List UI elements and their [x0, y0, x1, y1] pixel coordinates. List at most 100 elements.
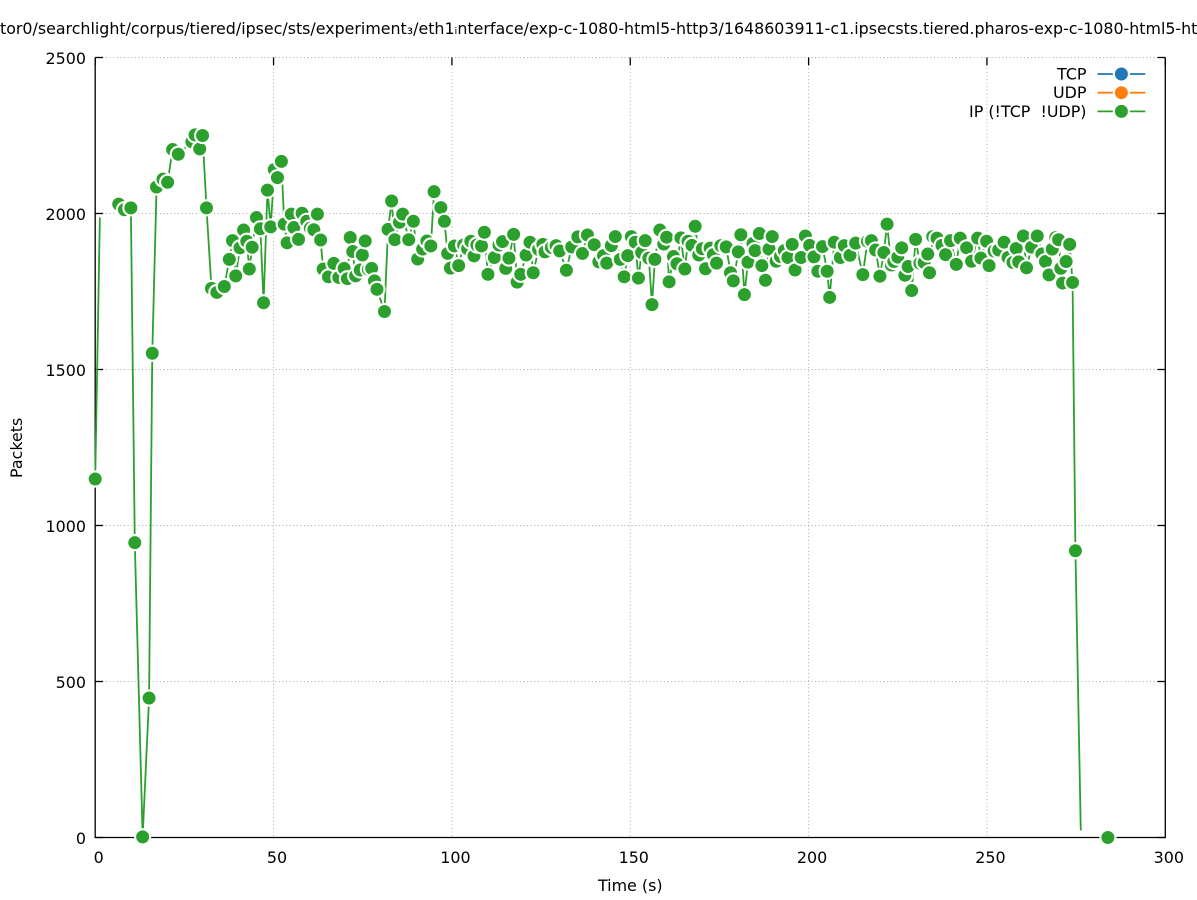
series-marker	[1061, 235, 1079, 253]
series-marker	[893, 239, 911, 257]
series-marker	[472, 237, 491, 255]
series-marker	[746, 242, 764, 260]
series-marker	[947, 255, 965, 273]
series-marker	[686, 217, 704, 235]
series-marker	[763, 227, 781, 246]
series-marker	[919, 245, 937, 263]
series-marker	[475, 223, 493, 241]
series-marker	[1057, 252, 1075, 271]
series-marker	[126, 534, 144, 552]
series-marker	[159, 173, 177, 191]
x-tick-label: 250	[975, 848, 1005, 867]
series-marker	[353, 246, 371, 264]
series-marker	[122, 199, 140, 217]
series-marker	[227, 267, 245, 285]
series-marker	[197, 199, 216, 217]
legend-label: UDP	[1053, 83, 1087, 102]
series-marker	[383, 192, 401, 210]
x-tick-label: 150	[619, 848, 649, 867]
series-marker	[435, 212, 454, 230]
series-marker	[368, 280, 386, 298]
series-marker	[258, 181, 277, 199]
series-marker	[308, 205, 327, 223]
y-tick-label: 2500	[46, 49, 86, 68]
x-tick-label: 300	[1154, 848, 1184, 867]
series-marker	[1099, 828, 1117, 847]
series-marker	[729, 243, 747, 261]
series-marker	[272, 152, 291, 170]
legend-marker-sample	[1112, 65, 1130, 83]
plot-border	[94, 57, 1166, 839]
series-marker	[878, 215, 896, 233]
series-marker	[1066, 542, 1085, 560]
series-marker	[907, 230, 925, 248]
y-tick-label: 1000	[46, 517, 86, 536]
series-marker	[658, 228, 676, 246]
series-marker	[425, 183, 443, 201]
series-marker	[629, 269, 648, 287]
series-marker	[86, 470, 104, 488]
series-marker	[240, 260, 258, 278]
series-marker	[783, 235, 801, 253]
series-marker	[818, 262, 836, 280]
series-marker	[903, 281, 921, 300]
series-marker	[557, 261, 576, 279]
series-marker	[660, 273, 678, 291]
x-tick-label: 100	[440, 848, 470, 867]
series-marker	[450, 257, 468, 275]
series-marker	[573, 244, 592, 263]
series-marker	[140, 689, 158, 707]
series-marker	[1028, 227, 1046, 245]
series-marker	[636, 232, 654, 250]
series-marker	[386, 231, 404, 249]
legend-label: IP (!TCP !UDP)	[969, 102, 1086, 121]
series-marker	[500, 249, 518, 267]
series-marker	[724, 272, 742, 290]
series-marker	[479, 265, 497, 283]
series-marker	[505, 225, 523, 243]
series-marker	[646, 250, 664, 268]
series-marker	[268, 169, 287, 187]
series-marker	[821, 288, 839, 307]
series-marker	[980, 257, 998, 275]
x-tick-label: 200	[797, 848, 827, 867]
series-marker	[606, 227, 624, 246]
chart-title: tor0/searchlight/corpus/tiered/ipsec/sts…	[0, 19, 1197, 39]
series-marker	[524, 264, 542, 282]
x-axis-label-text: Time (s)	[597, 876, 663, 895]
legend-marker-sample	[1112, 102, 1130, 120]
y-tick-label: 0	[76, 829, 86, 848]
y-tick-label: 1500	[46, 361, 86, 380]
series-marker	[400, 231, 418, 249]
series-marker	[289, 230, 308, 248]
series-marker	[753, 257, 771, 275]
series-marker	[1017, 259, 1036, 277]
legend-label: TCP	[1056, 65, 1087, 84]
x-tick-label: 50	[267, 848, 287, 867]
series-marker	[707, 254, 726, 272]
series-marker	[262, 218, 280, 236]
series-marker	[341, 228, 359, 247]
series-marker	[756, 271, 775, 289]
series-marker	[169, 145, 187, 163]
series-marker	[920, 264, 939, 282]
legend-marker-sample	[1112, 84, 1130, 102]
y-tick-label: 2000	[46, 205, 86, 224]
series-marker	[432, 198, 450, 217]
series-marker	[134, 828, 152, 846]
series-marker	[854, 266, 872, 284]
series-marker	[254, 294, 273, 312]
x-axis-label: Time (s)	[0, 876, 1197, 896]
series-marker	[193, 126, 212, 145]
series-marker	[220, 250, 238, 268]
series-marker	[143, 344, 161, 362]
series-marker	[676, 260, 694, 278]
series-marker	[585, 236, 603, 254]
series-marker	[312, 231, 330, 249]
series-marker	[735, 286, 753, 304]
series-marker	[404, 212, 422, 230]
series-marker	[871, 267, 889, 285]
series-marker	[615, 268, 633, 286]
x-tick-label: 0	[94, 848, 104, 867]
